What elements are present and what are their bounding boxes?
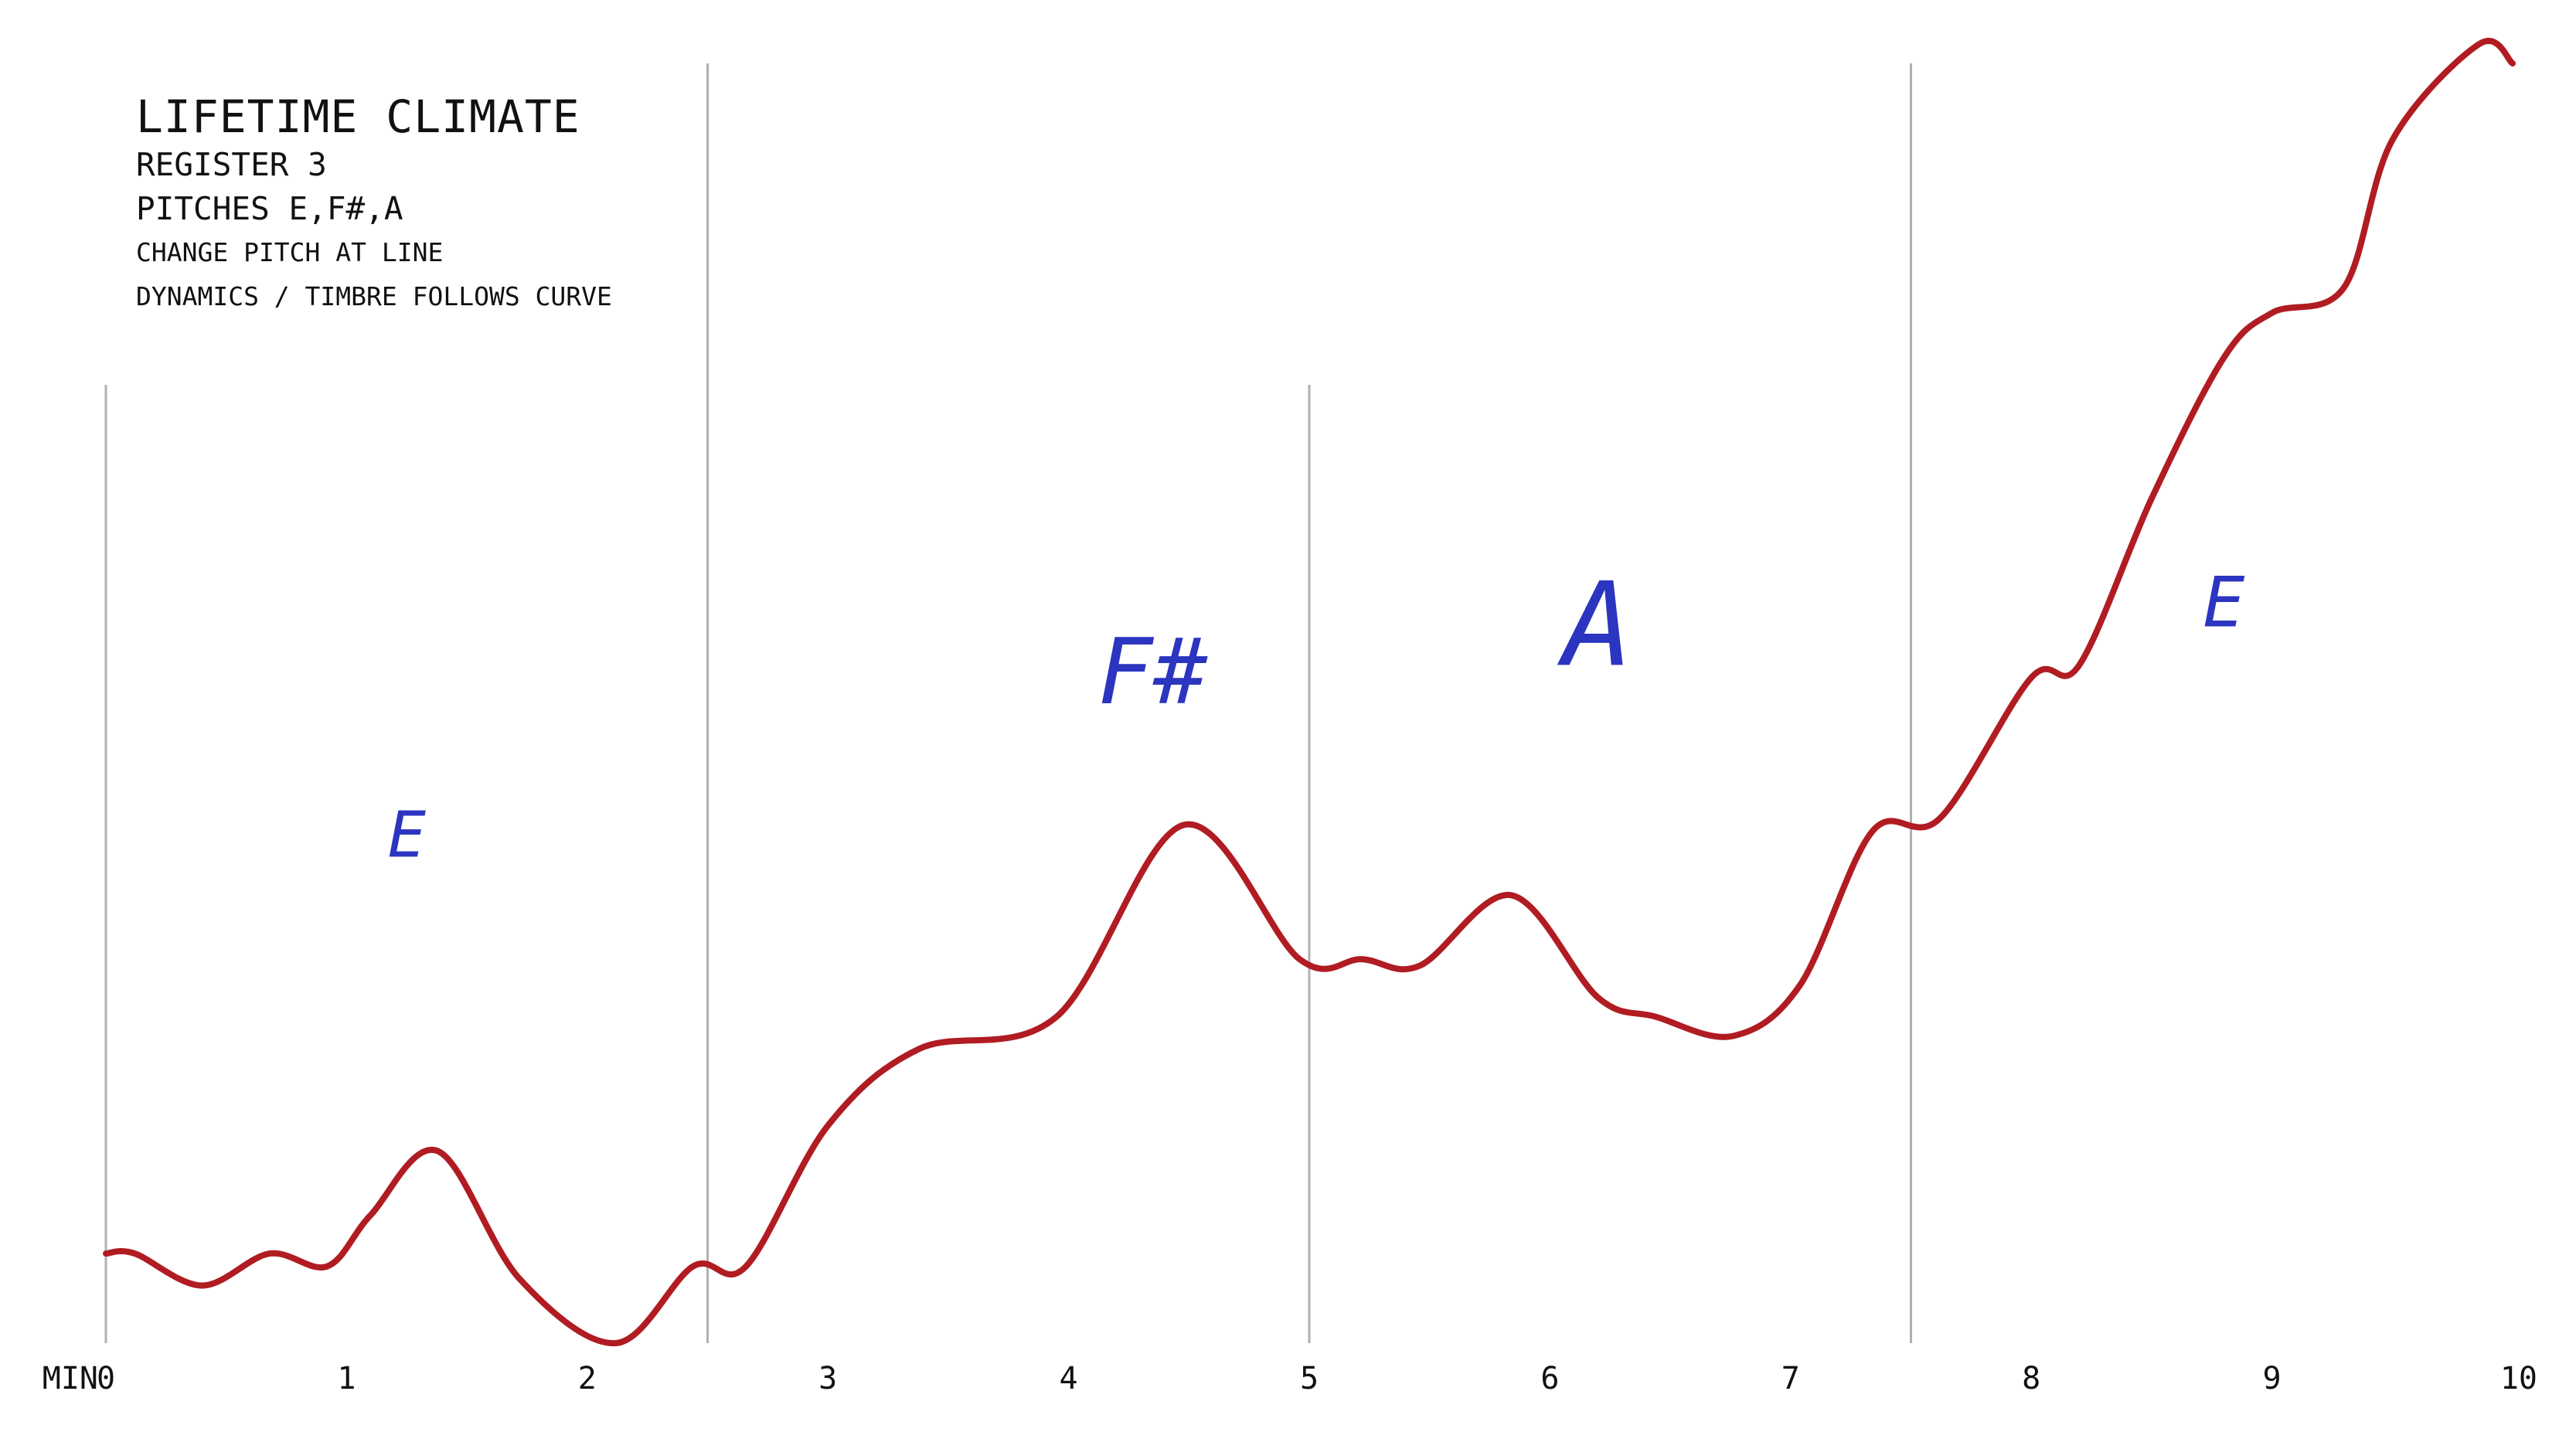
- instruction-change-pitch: CHANGE PITCH AT LINE: [136, 237, 444, 268]
- pitches-label: PITCHES E,F#,A: [136, 190, 403, 228]
- register-label: REGISTER 3: [136, 145, 327, 183]
- x-tick-label-4: 4: [1060, 1361, 1078, 1396]
- x-tick-label-5: 5: [1300, 1361, 1319, 1396]
- instruction-dynamics: DYNAMICS / TIMBRE FOLLOWS CURVE: [136, 281, 612, 311]
- section-lines: [104, 63, 1912, 1343]
- climate-curve: [103, 38, 2516, 1347]
- pitch-label-2: A: [1557, 558, 1633, 692]
- pitch-labels: E F# A E: [388, 558, 2246, 872]
- x-tick-label-2: 2: [578, 1361, 597, 1396]
- x-tick-label-1: 1: [337, 1361, 356, 1396]
- chart-title: LIFETIME CLIMATE: [136, 90, 580, 143]
- x-tick-label-6: 6: [1540, 1361, 1559, 1396]
- title-block: LIFETIME CLIMATE REGISTER 3 PITCHES E,F#…: [136, 91, 612, 318]
- pitch-label-3: E: [2203, 563, 2245, 644]
- x-tick-label-8: 8: [2022, 1361, 2040, 1396]
- x-tick-label-7: 7: [1781, 1361, 1800, 1396]
- x-tick-label-3: 3: [818, 1361, 837, 1396]
- pitch-label-1: F#: [1098, 618, 1209, 725]
- pitch-label-0: E: [388, 799, 427, 872]
- x-tick-label-0: 0: [97, 1361, 115, 1396]
- x-tick-label-9: 9: [2263, 1361, 2282, 1396]
- x-axis-label: MIN: [43, 1361, 98, 1396]
- x-tick-label-10: 10: [2500, 1361, 2537, 1396]
- curve-layer: [103, 38, 2516, 1347]
